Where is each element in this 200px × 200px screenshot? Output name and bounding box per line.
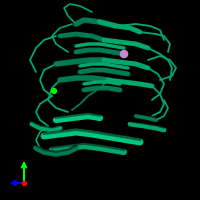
Circle shape [52, 89, 56, 93]
Circle shape [120, 50, 128, 58]
